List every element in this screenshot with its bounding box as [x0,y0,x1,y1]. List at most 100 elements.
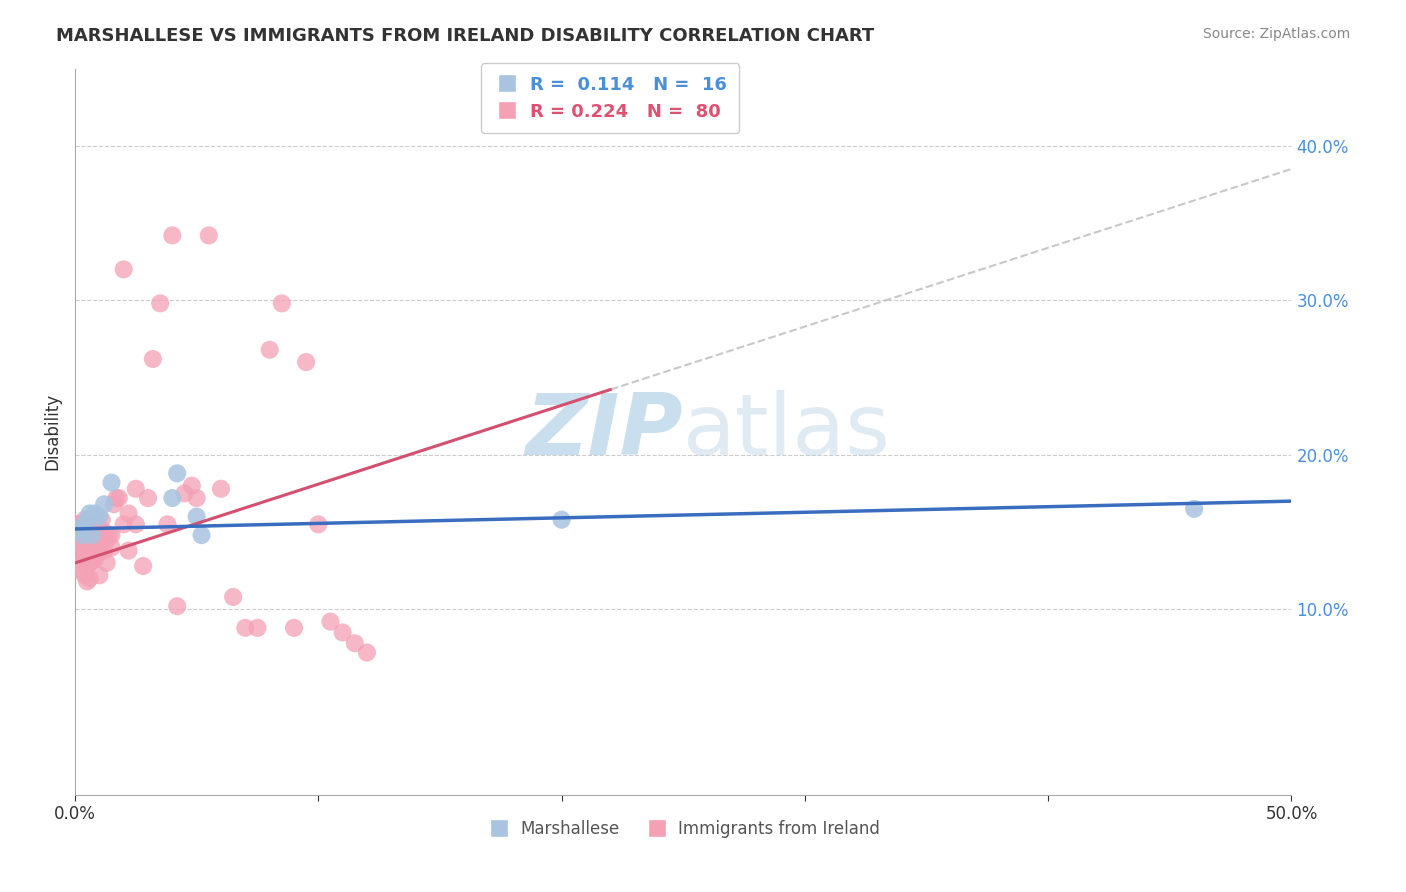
Y-axis label: Disability: Disability [44,393,60,470]
Point [89,537,111,551]
Point [307,517,329,532]
Point [73,543,96,558]
Point [69,556,91,570]
Point [332,625,354,640]
Point [93,543,115,558]
Point [76,528,98,542]
Point [166,467,188,481]
Point [132,559,155,574]
Point [93,524,115,539]
Point [79,533,101,547]
Point [80,537,103,551]
Point [96,533,118,547]
Point [79,571,101,585]
Point [69,517,91,532]
Point [69,522,91,536]
Point [79,556,101,570]
Point [76,559,98,574]
Point [73,517,96,532]
Point [233,621,256,635]
Point [180,478,202,492]
Point [66,517,89,532]
Point [162,491,184,505]
Point [76,574,98,589]
Point [107,491,129,505]
Point [72,564,94,578]
Point [93,497,115,511]
Point [72,528,94,542]
Point [80,553,103,567]
Text: atlas: atlas [683,390,891,473]
Point [66,533,89,547]
Text: MARSHALLESE VS IMMIGRANTS FROM IRELAND DISABILITY CORRELATION CHART: MARSHALLESE VS IMMIGRANTS FROM IRELAND D… [56,27,875,45]
Point [100,541,122,555]
Point [356,646,378,660]
Point [125,517,148,532]
Point [295,355,318,369]
Point [550,513,572,527]
Point [72,537,94,551]
Point [80,528,103,542]
Point [80,528,103,542]
Point [72,528,94,542]
Point [149,296,172,310]
Text: Source: ZipAtlas.com: Source: ZipAtlas.com [1202,27,1350,41]
Point [80,517,103,532]
Point [270,296,292,310]
Point [136,491,159,505]
Point [1182,501,1205,516]
Point [69,543,91,558]
Point [89,522,111,536]
Point [100,475,122,490]
Point [96,556,118,570]
Point [76,522,98,536]
Point [69,528,91,542]
Point [343,636,366,650]
Point [117,543,139,558]
Point [112,517,135,532]
Point [246,621,269,635]
Point [105,491,128,505]
Point [190,528,212,542]
Point [173,486,195,500]
Point [76,548,98,562]
Point [98,528,121,542]
Legend: Marshallese, Immigrants from Ireland: Marshallese, Immigrants from Ireland [481,814,886,845]
Point [100,528,122,542]
Point [142,351,165,366]
Point [125,482,148,496]
Point [89,509,111,524]
Point [83,537,105,551]
Point [66,524,89,539]
Point [79,507,101,521]
Point [83,524,105,539]
Point [198,228,221,243]
Point [86,517,108,532]
Point [76,513,98,527]
Point [209,482,232,496]
Point [90,513,112,527]
Point [72,517,94,532]
Point [73,528,96,542]
Point [86,533,108,547]
Point [156,517,179,532]
Point [86,548,108,562]
Point [83,553,105,567]
Point [72,553,94,567]
Point [166,599,188,614]
Point [112,262,135,277]
Point [222,590,245,604]
Point [162,228,184,243]
Point [117,507,139,521]
Point [186,491,208,505]
Text: ZIP: ZIP [526,390,683,473]
Point [283,621,305,635]
Point [319,615,342,629]
Point [103,497,125,511]
Point [79,522,101,536]
Point [89,568,111,582]
Point [73,568,96,582]
Point [259,343,281,357]
Point [90,528,112,542]
Point [186,509,208,524]
